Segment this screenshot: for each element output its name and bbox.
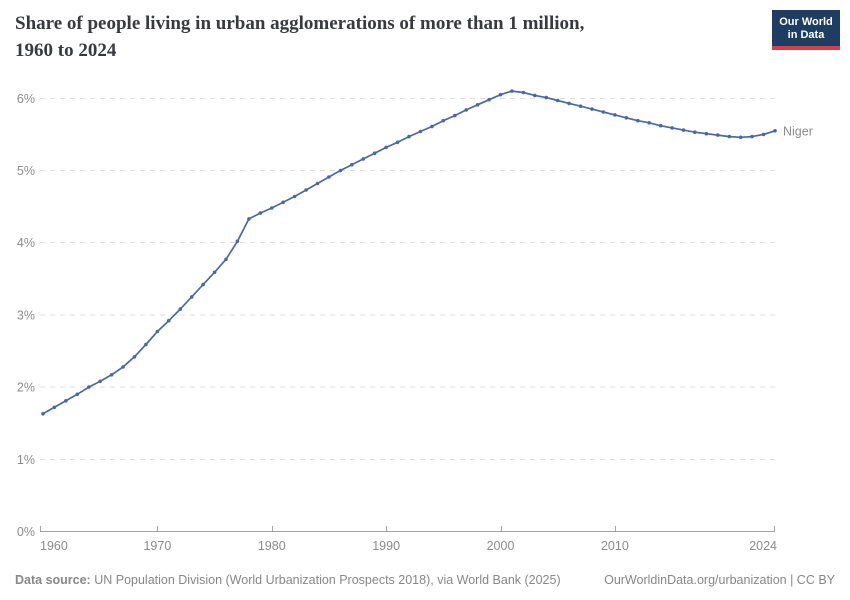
data-point[interactable]	[41, 412, 45, 416]
data-point[interactable]	[636, 118, 640, 123]
data-point[interactable]	[327, 175, 331, 179]
data-point[interactable]	[144, 342, 148, 347]
data-point[interactable]	[98, 379, 102, 384]
data-point[interactable]	[498, 92, 503, 97]
x-axis-label: 1970	[143, 539, 171, 553]
data-point[interactable]	[567, 101, 571, 106]
data-point[interactable]	[315, 181, 320, 186]
data-point[interactable]	[52, 405, 57, 410]
data-point[interactable]	[361, 157, 366, 161]
y-axis-label: 2%	[17, 381, 35, 395]
data-point[interactable]	[212, 270, 217, 275]
data-source-note: Data source: UN Population Division (Wor…	[15, 572, 561, 588]
data-point[interactable]	[533, 93, 537, 98]
data-point[interactable]	[578, 104, 583, 108]
x-axis-label: 1990	[372, 539, 400, 553]
data-point[interactable]	[178, 307, 183, 311]
x-axis-label: 1980	[258, 539, 286, 553]
x-axis-label: 2024	[749, 539, 777, 553]
data-point[interactable]	[647, 121, 651, 125]
data-point[interactable]	[681, 128, 686, 132]
attribution-link: OurWorldinData.org/urbanization | CC BY	[604, 573, 835, 587]
data-source-label: Data source:	[15, 573, 91, 587]
data-source-text: UN Population Division (World Urbanizati…	[90, 573, 561, 587]
data-point[interactable]	[441, 118, 446, 123]
data-point[interactable]	[716, 133, 720, 137]
data-point[interactable]	[350, 162, 354, 167]
data-point[interactable]	[189, 295, 194, 299]
series-end-label: Niger	[783, 124, 813, 138]
data-point[interactable]	[590, 107, 594, 111]
data-point[interactable]	[407, 134, 411, 139]
niger-line[interactable]	[42, 90, 776, 415]
y-axis-label: 4%	[17, 236, 35, 250]
logo-line-1: Our World	[779, 16, 833, 28]
data-point[interactable]	[121, 365, 125, 369]
data-point[interactable]	[601, 110, 606, 114]
data-point[interactable]	[430, 124, 434, 129]
data-point[interactable]	[464, 108, 469, 112]
data-point[interactable]	[87, 385, 91, 389]
data-point[interactable]	[544, 95, 549, 100]
x-axis-ticks	[40, 526, 775, 532]
y-axis-label: 3%	[17, 308, 35, 322]
data-point[interactable]	[258, 211, 263, 215]
data-point[interactable]	[670, 126, 674, 130]
data-point[interactable]	[109, 373, 114, 377]
y-axis-label: 0%	[17, 525, 35, 539]
data-point[interactable]	[167, 318, 171, 323]
logo-line-2: in Data	[787, 29, 825, 41]
data-point[interactable]	[555, 98, 560, 103]
data-point[interactable]	[727, 134, 732, 139]
data-point[interactable]	[475, 103, 480, 107]
data-point[interactable]	[384, 145, 388, 150]
data-point[interactable]	[395, 140, 400, 145]
x-axis-labels: 1960 1970 1980 1990 2000 2010 2024	[40, 539, 777, 553]
data-point[interactable]	[693, 130, 697, 134]
data-point[interactable]	[487, 97, 491, 102]
data-point[interactable]	[201, 282, 205, 287]
data-point[interactable]	[418, 129, 423, 134]
data-point[interactable]	[372, 151, 377, 155]
data-point[interactable]	[761, 132, 766, 137]
data-point[interactable]	[624, 116, 629, 120]
y-axis-label: 6%	[17, 92, 35, 106]
owid-logo: Our World in Data	[772, 10, 840, 50]
title-line-2: 1960 to 2024	[15, 40, 117, 61]
y-gridlines	[40, 97, 775, 532]
data-point[interactable]	[510, 89, 514, 93]
data-point[interactable]	[270, 206, 274, 210]
data-point[interactable]	[281, 200, 286, 205]
data-point[interactable]	[235, 239, 240, 244]
data-point[interactable]	[738, 135, 743, 140]
data-point[interactable]	[304, 188, 308, 192]
data-point[interactable]	[613, 113, 617, 117]
data-point[interactable]	[155, 329, 160, 334]
data-point[interactable]	[521, 90, 526, 95]
x-axis-label: 2000	[487, 539, 515, 553]
data-point[interactable]	[773, 129, 777, 133]
data-point[interactable]	[292, 194, 297, 199]
data-point[interactable]	[132, 355, 137, 359]
title-line-1: Share of people living in urban agglomer…	[15, 13, 585, 34]
data-point[interactable]	[64, 399, 68, 403]
y-axis-label: 5%	[17, 164, 35, 178]
y-axis-label: 1%	[17, 453, 35, 467]
x-axis-label: 2010	[601, 539, 629, 553]
data-point[interactable]	[224, 257, 228, 262]
data-point[interactable]	[338, 168, 343, 173]
data-point[interactable]	[750, 134, 754, 139]
data-point[interactable]	[75, 392, 80, 397]
data-point[interactable]	[658, 123, 663, 128]
data-point[interactable]	[704, 131, 709, 136]
data-point[interactable]	[247, 217, 251, 221]
y-axis-labels: 0% 1% 2% 3% 4% 5% 6%	[17, 92, 35, 539]
page-title: Share of people living in urban agglomer…	[15, 10, 760, 64]
data-point[interactable]	[453, 113, 457, 118]
x-axis-label: 1960	[40, 539, 68, 553]
chart-footer: Data source: UN Population Division (Wor…	[15, 572, 835, 588]
niger-line-points[interactable]	[41, 89, 777, 416]
